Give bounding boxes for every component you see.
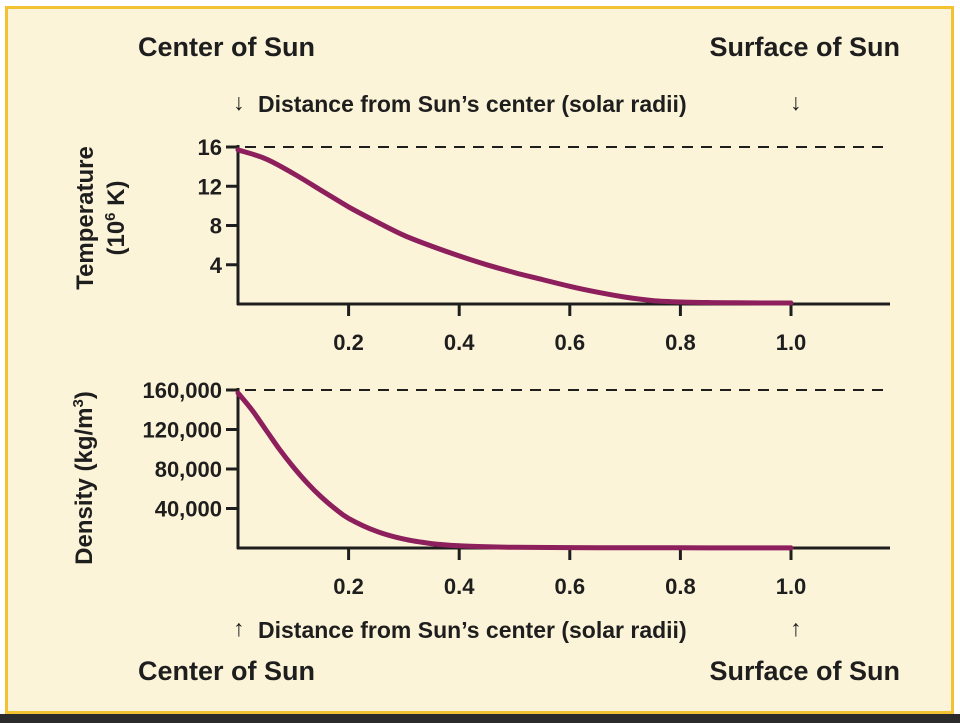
y-tick-label: 16 [198,135,222,160]
y-tick-label: 12 [198,174,222,199]
x-tick-label: 0.8 [665,574,696,599]
x-tick-label: 0.6 [555,574,586,599]
bottom-rule [0,714,960,723]
arrow-down-icon: ↓ [790,89,802,115]
x-tick-label: 0.4 [444,330,475,355]
y-tick-label: 8 [210,214,222,239]
x-axis-title-top: Distance from Sun’s center (solar radii) [258,91,687,117]
density-curve [235,390,794,551]
center-of-sun-label-bottom: Center of Sun [138,656,315,686]
density-panel: 160,000 120,000 80,000 40,000 0.2 0.4 0.6 0.8 1… [70,378,890,599]
y-tick-label: 4 [210,253,223,278]
x-tick-label: 1.0 [776,330,807,355]
x-tick-label: 0.4 [444,574,475,599]
arrow-up-icon: ↑ [233,615,245,641]
y-tick-label: 40,000 [155,497,222,522]
temperature-curve [235,147,794,306]
x-tick-label: 0.2 [333,330,364,355]
center-of-sun-label-top: Center of Sun [138,32,315,62]
y-tick-label: 120,000 [142,418,222,443]
x-tick-label: 0.6 [555,330,586,355]
temperature-axis-title: Temperature [72,146,99,290]
surface-of-sun-label-top: Surface of Sun [709,32,900,62]
y-tick-label: 160,000 [142,378,222,403]
y-tick-label: 80,000 [155,457,222,482]
temperature-units-label: (106 K) [102,180,130,255]
arrow-down-icon: ↓ [233,89,245,115]
arrow-up-icon: ↑ [790,615,802,641]
surface-of-sun-label-bottom: Surface of Sun [709,656,900,686]
x-tick-label: 1.0 [776,574,807,599]
x-axis-title-bottom: Distance from Sun’s center (solar radii) [258,617,687,643]
density-axis-title: Density (kg/m3) [70,391,98,565]
temperature-panel: 16 12 8 4 0.2 0.4 0.6 0.8 1.0 Temperature (106 … [72,135,890,355]
figure-panel [5,6,954,714]
x-tick-label: 0.2 [333,574,364,599]
x-tick-label: 0.8 [665,330,696,355]
